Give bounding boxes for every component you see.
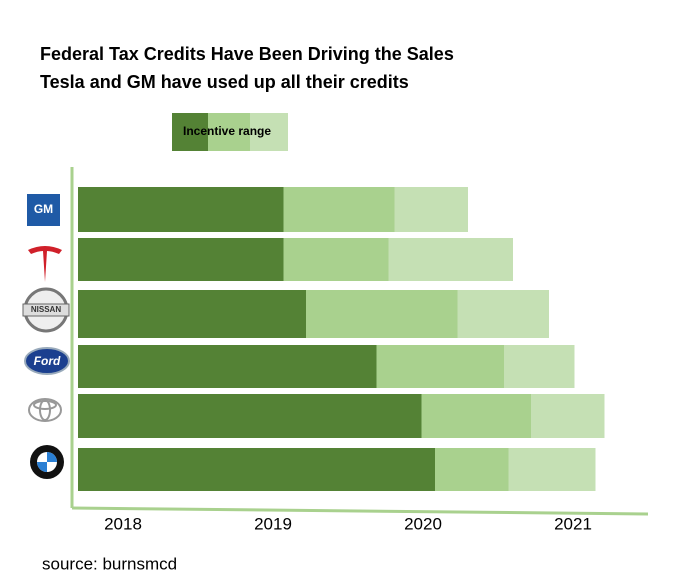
x-tick-label: 2018 xyxy=(104,514,142,533)
legend-swatch xyxy=(208,113,250,151)
bar-segment xyxy=(78,290,306,338)
bar-segment xyxy=(457,290,549,338)
gm-logo xyxy=(27,194,60,226)
bar-segment xyxy=(531,394,605,438)
x-axis xyxy=(71,506,649,516)
toyota-logo xyxy=(28,398,62,422)
legend: Incentive range xyxy=(172,113,288,151)
bar-segment xyxy=(78,238,284,281)
bar-segment xyxy=(504,345,575,388)
tesla-logo xyxy=(28,246,62,282)
bar-segment xyxy=(78,394,422,438)
bar-segment xyxy=(306,290,458,338)
bar-segment xyxy=(78,187,284,232)
x-tick-label: 2020 xyxy=(404,514,442,533)
logo-text: GM xyxy=(34,202,53,216)
legend-swatch xyxy=(250,113,288,151)
chart-subtitle: Tesla and GM have used up all their cred… xyxy=(40,72,409,92)
logo-text: NISSAN xyxy=(31,305,61,314)
bar-segment xyxy=(435,448,509,491)
bar-segment xyxy=(394,187,468,232)
bmw-logo xyxy=(30,445,64,479)
bar-segment xyxy=(376,345,504,388)
bar-segment xyxy=(78,345,377,388)
source: source: burnsmcd xyxy=(42,554,177,573)
bar-segment xyxy=(508,448,596,491)
x-tick-label: 2021 xyxy=(554,514,592,533)
x-tick-label: 2019 xyxy=(254,514,292,533)
ford-logo xyxy=(24,347,70,375)
bar-segment xyxy=(78,448,435,491)
logos: GM NISSAN Ford xyxy=(22,194,70,479)
bar-segment xyxy=(388,238,513,281)
nissan-bar xyxy=(22,303,70,317)
legend-swatch xyxy=(172,113,208,151)
bar-segment xyxy=(283,187,395,232)
bar-segment xyxy=(283,238,389,281)
chart-title: Federal Tax Credits Have Been Driving th… xyxy=(40,44,454,64)
logo-text: Ford xyxy=(34,354,61,368)
legend-label: Incentive range xyxy=(183,124,271,138)
bar-segment xyxy=(421,394,531,438)
